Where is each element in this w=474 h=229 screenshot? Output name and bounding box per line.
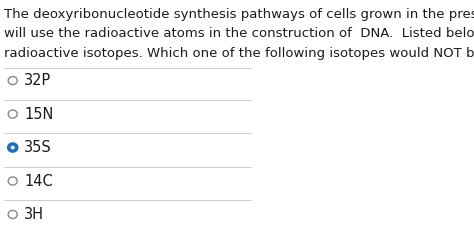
- Text: 35S: 35S: [24, 140, 52, 155]
- Text: 32P: 32P: [24, 73, 51, 88]
- Text: 14C: 14C: [24, 174, 53, 188]
- Text: will use the radioactive atoms in the construction of  DNA.  Listed below are so: will use the radioactive atoms in the co…: [4, 27, 474, 40]
- Text: radioactive isotopes. Which one of the following isotopes would NOT be found in : radioactive isotopes. Which one of the f…: [4, 47, 474, 60]
- Text: The deoxyribonucleotide synthesis pathways of cells grown in the presence of iso: The deoxyribonucleotide synthesis pathwa…: [4, 8, 474, 21]
- Text: 3H: 3H: [24, 207, 44, 222]
- Circle shape: [8, 143, 18, 152]
- Text: 15N: 15N: [24, 106, 54, 122]
- Circle shape: [11, 146, 15, 149]
